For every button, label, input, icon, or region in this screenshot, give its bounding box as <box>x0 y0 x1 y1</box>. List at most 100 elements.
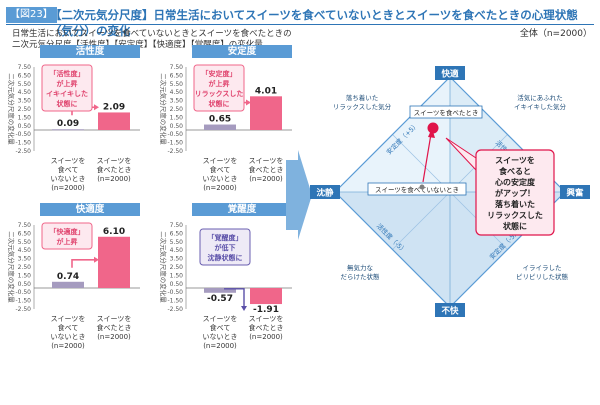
quadrant-label-top-left: リラックスした気分 <box>333 102 392 111</box>
bar-not-eaten <box>52 129 84 131</box>
x-category-eaten: スイーツを <box>249 315 284 323</box>
panel-title-comfort: 快適度 <box>40 203 140 216</box>
pole-bottom-box <box>435 303 465 317</box>
diagram-callout-text: 心の安定度 <box>495 177 536 187</box>
panel-title-activity: 活性度 <box>40 45 140 58</box>
callout-text: 「安定度」 <box>202 69 237 78</box>
quadrant-label-top-right: イキイキした気分 <box>514 102 567 111</box>
x-category-eaten: 食べたとき <box>249 165 284 174</box>
data-label: -1.91 <box>253 305 279 315</box>
quadrant-label-bottom-right: イライラした <box>523 264 562 272</box>
y-tick-label: 7.50 <box>18 64 32 71</box>
x-category-not-eaten: (n=2000) <box>203 342 237 350</box>
quadrant-label-bottom-right: ピリピリした状態 <box>516 272 569 281</box>
y-tick-label: -2.50 <box>15 306 31 313</box>
total-sample-label: 全体（n=2000） <box>519 29 592 39</box>
y-tick-label: -1.50 <box>167 298 183 305</box>
x-category-not-eaten: (n=2000) <box>51 342 85 350</box>
x-category-eaten: 食べたとき <box>249 323 284 332</box>
x-category-not-eaten: 食べて <box>210 323 231 332</box>
diagram-callout-text: 状態に <box>503 221 527 231</box>
callout-text: が上昇 <box>57 79 78 88</box>
x-category-eaten: (n=2000) <box>97 333 131 341</box>
y-tick-label: 1.50 <box>170 272 184 279</box>
pole-right: 興奮 <box>566 188 584 199</box>
data-label: 4.01 <box>255 86 277 96</box>
x-category-not-eaten: スイーツを <box>51 157 86 165</box>
y-tick-label: 2.50 <box>18 264 32 271</box>
y-tick-label: -0.50 <box>15 289 31 296</box>
change-arrow-head <box>94 104 99 111</box>
diagram-callout-text: 食べると <box>499 166 531 176</box>
y-tick-label: 4.50 <box>18 89 32 96</box>
y-tick-label: 2.50 <box>170 106 184 113</box>
panel-title-arousal: 覚醒度 <box>192 203 292 216</box>
y-tick-label: 2.50 <box>170 264 184 271</box>
y-tick-label: -2.50 <box>167 306 183 313</box>
y-tick-label: 1.50 <box>170 114 184 121</box>
callout-text: 沈静状態に <box>208 253 243 262</box>
data-label: 0.09 <box>57 119 79 129</box>
quadrant-label-bottom-left: 無気力な <box>347 263 374 272</box>
x-category-not-eaten: 食べて <box>58 323 79 332</box>
change-arrow-head <box>94 256 99 263</box>
diagram-callout-text: リラックスした <box>487 210 543 220</box>
y-tick-label: 3.50 <box>18 98 32 105</box>
callout-text: 状態に <box>57 99 78 108</box>
bar-eaten <box>98 112 130 130</box>
x-category-not-eaten: スイーツを <box>51 315 86 323</box>
point-label-not-eaten-box <box>367 182 467 196</box>
callout-text: が上昇 <box>57 237 78 246</box>
y-tick-label: 3.50 <box>170 98 184 105</box>
y-tick-label: 4.50 <box>170 89 184 96</box>
x-category-not-eaten: いないとき <box>203 175 238 183</box>
header-rule <box>6 24 594 25</box>
x-category-eaten: (n=2000) <box>249 333 283 341</box>
x-category-not-eaten: いないとき <box>51 175 86 183</box>
y-tick-label: 7.50 <box>170 64 184 71</box>
change-arrow <box>71 258 94 268</box>
callout-box <box>193 64 245 112</box>
bar-not-eaten <box>204 288 236 293</box>
y-tick-label: 7.50 <box>170 222 184 229</box>
callout-box <box>41 222 93 250</box>
y-tick-label: 1.50 <box>18 272 32 279</box>
y-tick-label: 5.50 <box>18 81 32 88</box>
quadrant-label-top-left: 落ち着いた <box>346 93 379 102</box>
pole-right-box <box>560 185 590 199</box>
y-axis-label: 二次元気分尺度の変化量 <box>159 231 168 303</box>
y-tick-label: 6.50 <box>18 230 32 237</box>
y-tick-label: 0.50 <box>170 281 184 288</box>
y-tick-label: 2.50 <box>18 106 32 113</box>
callout-text: が低下 <box>215 243 236 252</box>
bar-not-eaten <box>52 281 84 288</box>
big-arrow <box>286 150 312 240</box>
y-tick-label: -1.50 <box>167 140 183 147</box>
y-tick-label: -1.50 <box>15 140 31 147</box>
y-tick-label: 1.50 <box>18 114 32 121</box>
figure-title: 【二次元気分尺度】日常生活においてスイーツを食べていないときとスイーツを食べたと… <box>50 8 578 38</box>
y-tick-label: 3.50 <box>18 256 32 263</box>
callout-text: 「快適度」 <box>50 227 85 236</box>
callout-text: イキイキした <box>46 89 88 98</box>
x-category-eaten: スイーツを <box>97 315 132 323</box>
point-label-eaten: スイーツを食べたとき <box>414 108 479 117</box>
pole-top: 快適 <box>441 69 459 80</box>
quadrant-label-bottom-left: だらけた状態 <box>341 272 381 281</box>
y-tick-label: 6.50 <box>170 230 184 237</box>
diagram-callout-text: スイーツを <box>495 156 535 165</box>
point-not-eaten <box>419 184 425 190</box>
pole-bottom: 不快 <box>441 306 459 317</box>
data-label: 6.10 <box>103 227 125 237</box>
x-category-not-eaten: 食べて <box>210 165 231 174</box>
panel-title-stability: 安定度 <box>192 45 292 58</box>
change-arrow-head <box>241 306 247 312</box>
bar-eaten <box>98 236 130 288</box>
x-category-eaten: スイーツを <box>97 157 132 165</box>
y-tick-label: 3.50 <box>170 256 184 263</box>
y-tick-label: 0.50 <box>18 281 32 288</box>
